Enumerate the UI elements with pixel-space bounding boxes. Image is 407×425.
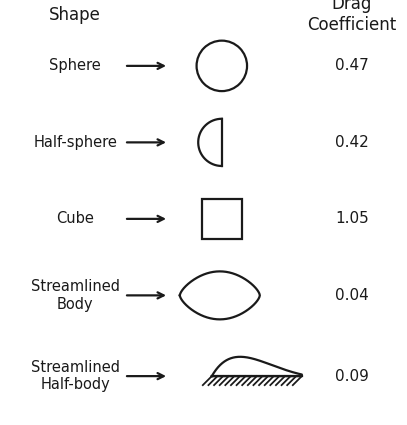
Text: 0.09: 0.09 [335, 368, 369, 384]
Text: Half-sphere: Half-sphere [33, 135, 117, 150]
Text: Shape: Shape [49, 6, 101, 24]
Text: 0.04: 0.04 [335, 288, 369, 303]
Text: Drag
Coefficient: Drag Coefficient [307, 0, 397, 34]
Bar [202, 199, 242, 239]
Text: 0.42: 0.42 [335, 135, 369, 150]
Text: 1.05: 1.05 [335, 211, 369, 227]
Text: 0.47: 0.47 [335, 58, 369, 74]
Text: Streamlined
Body: Streamlined Body [31, 279, 120, 312]
Text: Sphere: Sphere [49, 58, 101, 74]
Text: Streamlined
Half-body: Streamlined Half-body [31, 360, 120, 392]
Text: Cube: Cube [56, 211, 94, 227]
